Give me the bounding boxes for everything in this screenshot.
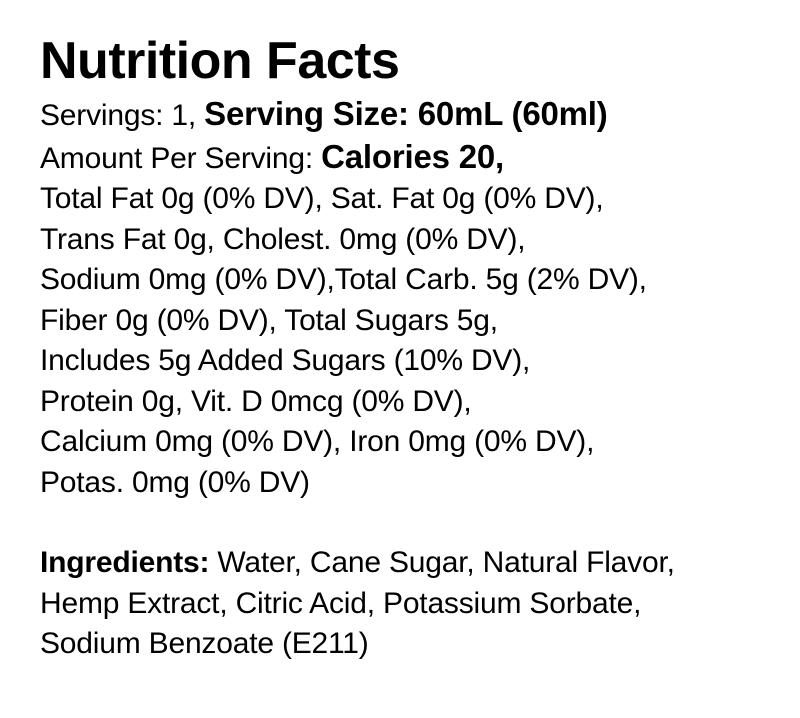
ingredients-label: Ingredients: [40,546,210,579]
nutrient-line: Trans Fat 0g, Cholest. 0mg (0% DV), [40,222,526,256]
servings-prefix: Servings: 1, [40,99,205,132]
amount-line: Amount Per Serving: Calories 20, [40,137,780,180]
label-title: Nutrition Facts [40,32,400,90]
calories: Calories 20, [321,137,505,175]
nutrient-line: Sodium 0mg (0% DV),Total Carb. 5g (2% DV… [40,263,647,296]
ingredients-line: Sodium Benzoate (E211) [40,627,369,660]
ingredients-line: Ingredients: Water, Cane Sugar, Natural … [40,543,780,584]
section-spacer [40,503,780,543]
nutrient-line: Includes 5g Added Sugars (10% DV), [40,344,531,377]
nutrition-label: Nutrition Facts Servings: 1, Serving Siz… [40,32,780,665]
nutrient-line: Potas. 0mg (0% DV) [40,465,310,499]
nutrient-line: Total Fat 0g (0% DV), Sat. Fat 0g (0% DV… [40,182,604,215]
nutrient-line: Fiber 0g (0% DV), Total Sugars 5g, [40,303,498,337]
amount-prefix: Amount Per Serving: [40,141,322,175]
ingredients-text: Water, Cane Sugar, Natural Flavor, [209,546,675,579]
nutrient-line: Calcium 0mg (0% DV), Iron 0mg (0% DV), [40,425,595,458]
servings-line: Servings: 1, Serving Size: 60mL (60ml) [40,94,780,137]
serving-size: Serving Size: 60mL (60ml) [204,95,608,132]
nutrient-line: Protein 0g, Vit. D 0mcg (0% DV), [40,384,472,418]
ingredients-line: Hemp Extract, Citric Acid, Potassium Sor… [40,586,642,620]
